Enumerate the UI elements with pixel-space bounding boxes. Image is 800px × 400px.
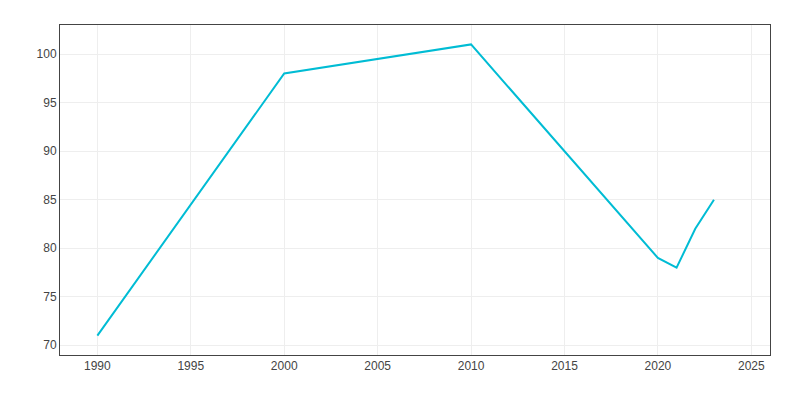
svg-text:2000: 2000 <box>271 359 298 373</box>
svg-text:100: 100 <box>37 47 57 61</box>
svg-text:95: 95 <box>43 96 57 110</box>
svg-text:2015: 2015 <box>551 359 578 373</box>
svg-text:2020: 2020 <box>645 359 672 373</box>
svg-text:75: 75 <box>43 290 57 304</box>
svg-text:1995: 1995 <box>177 359 204 373</box>
svg-text:2025: 2025 <box>738 359 765 373</box>
svg-text:70: 70 <box>43 338 57 352</box>
svg-text:1990: 1990 <box>84 359 111 373</box>
svg-text:90: 90 <box>43 144 57 158</box>
svg-text:2010: 2010 <box>458 359 485 373</box>
svg-text:80: 80 <box>43 241 57 255</box>
svg-text:2005: 2005 <box>364 359 391 373</box>
svg-text:85: 85 <box>43 193 57 207</box>
